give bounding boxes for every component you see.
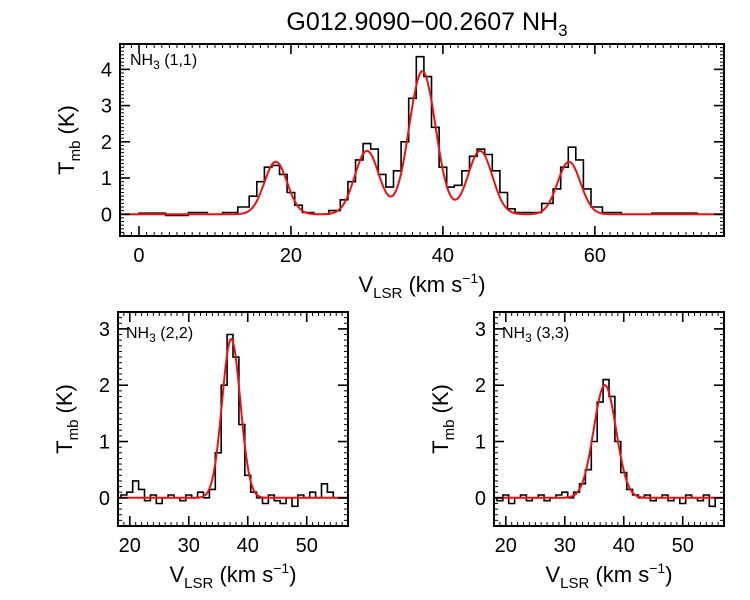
x-tick-label: 30 <box>554 535 576 557</box>
x-axis-close: ) <box>289 562 296 587</box>
panel-label-transition: (1,1) <box>160 52 197 69</box>
panel-label-sub: 3 <box>153 58 160 72</box>
x-axis-sub: LSR <box>560 575 589 592</box>
y-tick-label: 2 <box>475 375 486 397</box>
fit-curve <box>120 70 724 216</box>
x-tick-label: 40 <box>237 535 259 557</box>
plot-area <box>494 378 724 508</box>
y-axis-unit: (K) <box>54 105 79 140</box>
observed-spectrum <box>494 378 724 508</box>
y-tick-label: 3 <box>101 96 112 118</box>
x-axis-unit: (km s <box>589 562 649 587</box>
x-tick-label: 40 <box>613 535 635 557</box>
x-axis-unit: (km s <box>402 272 462 297</box>
y-tick-label: 1 <box>101 168 112 190</box>
x-axis-label: VLSR (km s−1) <box>358 270 485 302</box>
panel-label: NH3 (3,3) <box>502 325 569 345</box>
panel-label-molecule: NH <box>502 325 525 342</box>
panel-label: NH3 (1,1) <box>130 52 197 72</box>
fit-curve <box>494 384 724 499</box>
y-tick-label: 2 <box>101 132 112 154</box>
figure-title-main: G012.9090−00.2607 NH <box>286 8 558 36</box>
y-axis-sub: mb <box>65 420 82 441</box>
x-axis-unit: (km s <box>213 562 273 587</box>
y-tick-label: 1 <box>99 432 110 454</box>
x-axis-sup: −1 <box>273 560 289 576</box>
y-tick-label: 0 <box>101 204 112 226</box>
panel-label-transition: (2,2) <box>156 325 193 342</box>
panel-label-molecule: NH <box>130 52 153 69</box>
x-tick-label: 0 <box>133 245 144 267</box>
y-axis-symbol: T <box>428 440 453 453</box>
x-tick-label: 40 <box>432 245 454 267</box>
y-axis-sub: mb <box>67 141 84 162</box>
observed-spectrum <box>118 333 348 508</box>
plot-area <box>120 55 724 217</box>
y-tick-label: 4 <box>101 59 112 81</box>
y-axis-symbol: T <box>52 440 77 453</box>
x-axis-sup: −1 <box>462 270 478 286</box>
y-axis-unit: (K) <box>428 384 453 419</box>
y-axis-symbol: T <box>54 161 79 174</box>
x-axis-symbol: V <box>169 562 184 587</box>
panel-label-molecule: NH <box>126 325 149 342</box>
panel-label: NH3 (2,2) <box>126 325 193 345</box>
x-axis-close: ) <box>665 562 672 587</box>
y-tick-label: 0 <box>99 488 110 510</box>
x-axis-symbol: V <box>358 272 373 297</box>
x-axis-label: VLSR (km s−1) <box>169 560 296 592</box>
x-axis-close: ) <box>478 272 485 297</box>
y-tick-label: 1 <box>475 432 486 454</box>
y-axis-label: Tmb (K) <box>54 105 84 175</box>
x-tick-label: 50 <box>296 535 318 557</box>
x-axis-label: VLSR (km s−1) <box>545 560 672 592</box>
x-axis-sup: −1 <box>649 560 665 576</box>
plot-area <box>118 333 348 508</box>
panel-label-sub: 3 <box>149 331 156 345</box>
y-axis-unit: (K) <box>52 384 77 419</box>
figure-title-sub: 3 <box>558 21 567 40</box>
y-axis-sub: mb <box>441 420 458 441</box>
y-axis-label: Tmb (K) <box>428 384 458 454</box>
x-axis-sub: LSR <box>184 575 213 592</box>
x-tick-label: 20 <box>495 535 517 557</box>
x-axis-symbol: V <box>545 562 560 587</box>
plot-frame <box>119 43 725 237</box>
fit-curve <box>118 337 348 499</box>
x-tick-label: 50 <box>672 535 694 557</box>
y-tick-label: 2 <box>99 375 110 397</box>
panel-label-sub: 3 <box>525 331 532 345</box>
x-axis-sub: LSR <box>373 285 402 302</box>
x-tick-label: 20 <box>280 245 302 267</box>
y-tick-label: 3 <box>99 319 110 341</box>
figure-title: G012.9090−00.2607 NH3 <box>286 8 567 40</box>
y-tick-label: 0 <box>475 488 486 510</box>
y-tick-label: 3 <box>475 319 486 341</box>
observed-spectrum <box>120 55 724 217</box>
y-axis-label: Tmb (K) <box>52 384 82 454</box>
x-tick-label: 30 <box>178 535 200 557</box>
x-tick-label: 60 <box>584 245 606 267</box>
panel-label-transition: (3,3) <box>532 325 569 342</box>
x-tick-label: 20 <box>119 535 141 557</box>
